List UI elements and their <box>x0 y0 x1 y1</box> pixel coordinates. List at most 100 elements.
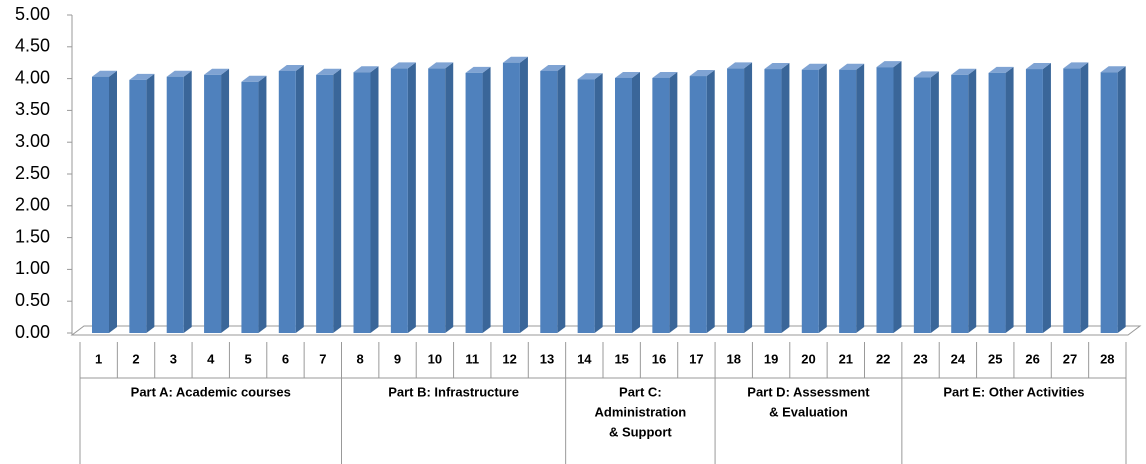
bar-side <box>295 64 304 333</box>
y-tick-label: 3.50 <box>15 99 50 119</box>
x-tick-label: 27 <box>1063 351 1077 366</box>
bar-top <box>1100 66 1126 73</box>
bar-side <box>1117 66 1126 334</box>
bar-side <box>445 62 454 333</box>
bar <box>577 79 595 334</box>
x-tick-label: 5 <box>244 351 251 366</box>
bar-top <box>615 71 640 78</box>
bar <box>428 68 446 333</box>
x-tick-label: 4 <box>207 351 215 366</box>
y-tick-label: 1.50 <box>15 226 50 246</box>
bar-side <box>482 66 491 333</box>
bar <box>1063 68 1081 333</box>
group-label: Part D: Assessment <box>747 384 870 399</box>
group-label: & Evaluation <box>769 404 848 419</box>
x-tick-label: 19 <box>764 351 778 366</box>
x-tick-label: 2 <box>132 351 139 366</box>
bar <box>540 70 558 333</box>
bar-top <box>951 68 977 75</box>
x-tick-label: 21 <box>839 351 853 366</box>
bar-top <box>764 63 790 70</box>
bar-top <box>129 73 155 80</box>
y-tick-label: 4.50 <box>15 36 50 56</box>
x-tick-label: 22 <box>876 351 890 366</box>
y-tick-label: 5.00 <box>15 4 50 24</box>
x-tick-label: 18 <box>727 351 741 366</box>
x-tick-label: 3 <box>170 351 177 366</box>
x-tick-label: 11 <box>465 351 479 366</box>
bar-side <box>632 71 640 334</box>
bar <box>92 76 109 333</box>
bar <box>652 77 670 334</box>
y-tick-label: 3.00 <box>15 131 50 151</box>
bar-side <box>221 68 230 333</box>
x-tick-label: 8 <box>357 351 364 366</box>
x-tick-label: 6 <box>282 351 289 366</box>
group-label: Part B: Infrastructure <box>388 384 519 399</box>
bar-side <box>818 63 827 334</box>
x-tick-label: 26 <box>1025 351 1039 366</box>
bar-side <box>557 64 566 333</box>
bar-side <box>519 56 528 333</box>
bar-side <box>258 75 267 333</box>
bar-top <box>502 56 528 63</box>
bar-top <box>241 75 267 82</box>
x-tick-label: 1 <box>95 351 102 366</box>
bar-top <box>876 61 902 68</box>
y-tick-label: 2.00 <box>15 195 50 215</box>
bar-top <box>689 70 715 77</box>
x-tick-label: 15 <box>614 351 628 366</box>
group-label: Administration <box>594 404 686 419</box>
bar-top <box>204 68 230 75</box>
x-tick-label: 12 <box>502 351 516 366</box>
bar <box>913 77 931 333</box>
bar-top <box>92 70 117 77</box>
bar <box>278 70 296 333</box>
bar-top <box>465 66 491 73</box>
bar-top <box>652 71 678 78</box>
x-tick-label: 9 <box>394 351 401 366</box>
bar-top <box>727 62 753 69</box>
bar-top <box>428 62 454 69</box>
group-label: & Support <box>609 424 672 439</box>
group-label: Part C: <box>619 384 662 399</box>
bar <box>689 76 707 333</box>
bar <box>502 62 520 333</box>
bar-top <box>839 63 865 70</box>
bar <box>801 69 819 334</box>
group-label: Part E: Other Activities <box>943 384 1084 399</box>
x-tick-label: 17 <box>689 351 703 366</box>
bar <box>129 79 147 333</box>
bar-top <box>353 66 379 73</box>
y-tick-label: 2.50 <box>15 163 50 183</box>
bar-side <box>669 71 678 334</box>
bar-top <box>913 71 939 78</box>
bar-side <box>1042 63 1051 334</box>
bar-top <box>577 73 603 80</box>
bar <box>465 72 483 333</box>
bar-side <box>893 61 902 333</box>
x-tick-label: 20 <box>801 351 815 366</box>
bar <box>764 69 782 333</box>
bar <box>727 68 745 333</box>
bar-top <box>1025 63 1051 70</box>
bar-side <box>1005 66 1014 333</box>
x-tick-label: 23 <box>913 351 927 366</box>
bar <box>988 72 1006 333</box>
bar-side <box>594 73 603 334</box>
bar-side <box>407 62 416 333</box>
bar-side <box>146 73 155 333</box>
bar <box>839 69 857 334</box>
bar-top <box>166 70 192 77</box>
bar-top <box>278 64 304 71</box>
bar-side <box>781 63 790 334</box>
bar-top <box>1063 62 1089 69</box>
bar-top <box>988 66 1014 73</box>
bar <box>390 68 408 333</box>
bar <box>353 72 371 334</box>
bar-side <box>706 70 715 333</box>
bar-side <box>333 68 342 333</box>
bar-side <box>109 70 117 333</box>
x-tick-label: 14 <box>577 351 592 366</box>
